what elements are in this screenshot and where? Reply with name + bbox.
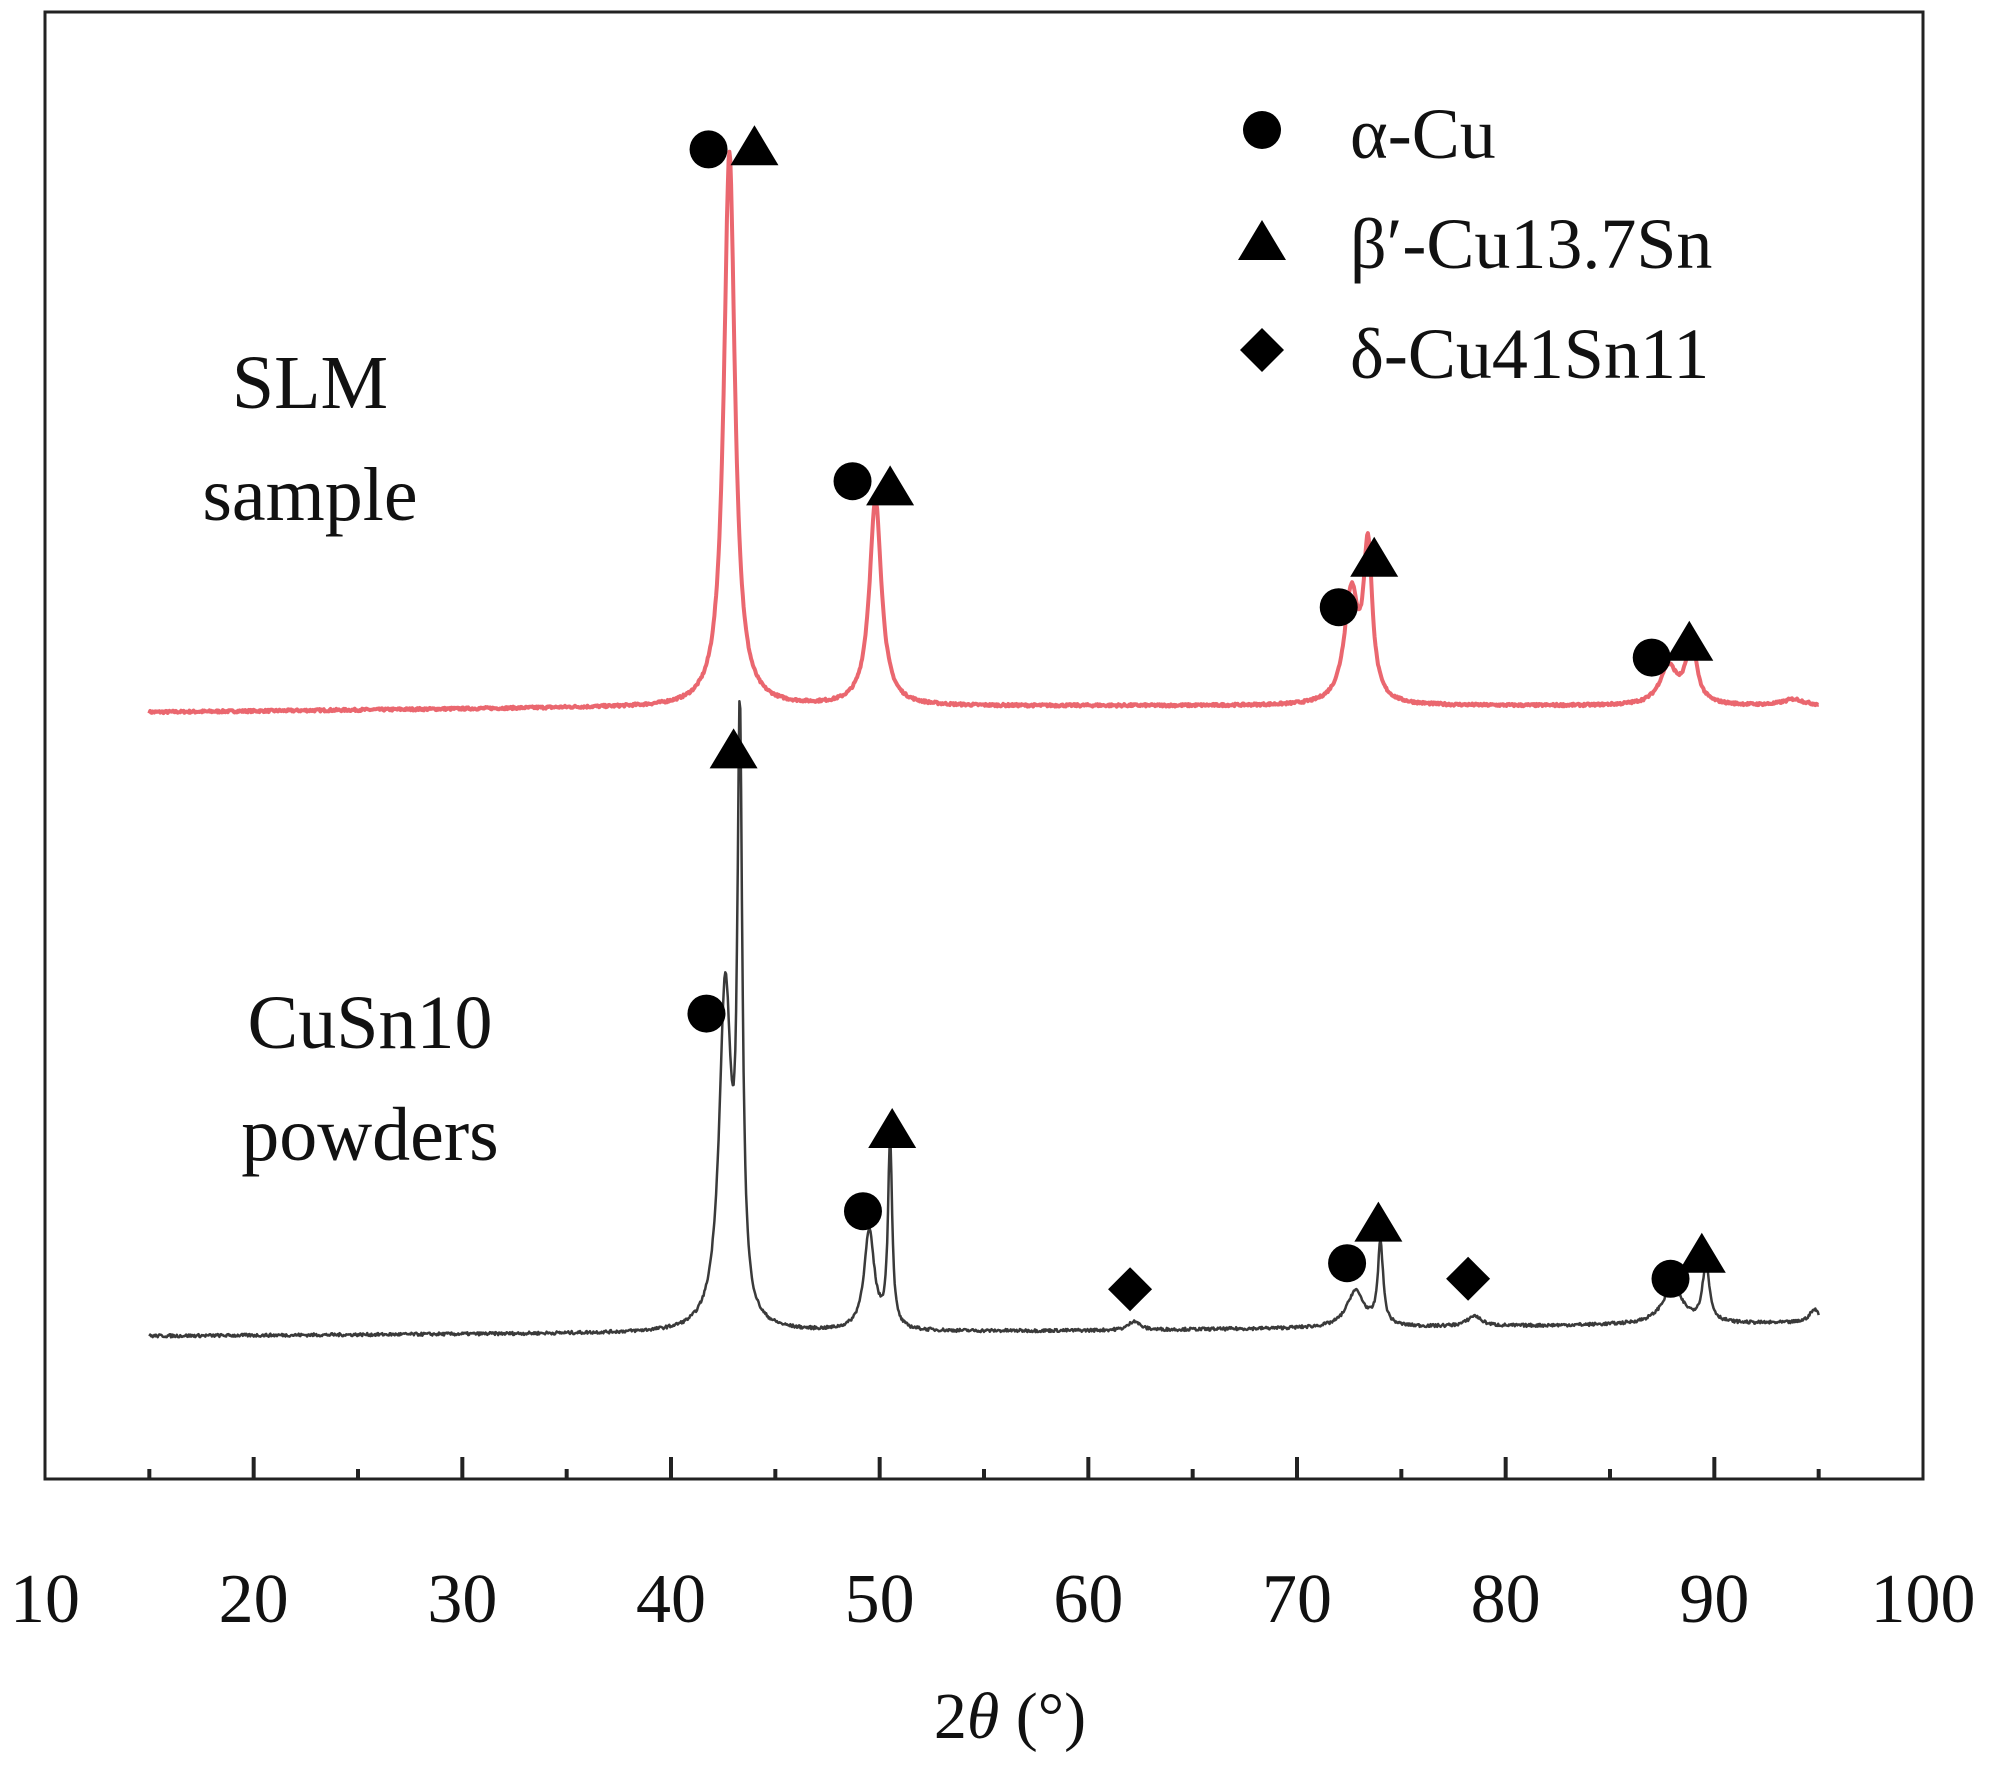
series-0-marker-2	[833, 462, 872, 501]
series-0-marker-4	[1319, 588, 1358, 627]
series-1-marker-4	[1108, 1267, 1153, 1312]
series-1-marker-9	[1677, 1232, 1726, 1273]
x-axis: 10 20 30 40 50 60 70 80 90 100	[10, 1457, 1976, 1638]
x-axis-title-symbol: θ	[967, 1680, 999, 1753]
legend-marker-1	[1238, 220, 1286, 260]
x-tick-label-10: 10	[10, 1561, 80, 1638]
series-1-marker-0	[709, 728, 758, 769]
x-tick-label-100: 100	[1871, 1561, 1976, 1638]
series-1-marker-3	[843, 1192, 882, 1231]
series-0-marker-7	[1665, 620, 1714, 661]
x-tick-label-60: 60	[1053, 1561, 1123, 1638]
series-layer	[147, 149, 1820, 1339]
series-1-marker-6	[1354, 1201, 1403, 1242]
x-tick-label-80: 80	[1471, 1561, 1541, 1638]
series-label-0-line-0: SLM	[232, 341, 388, 425]
series-1-marker-5	[1328, 1244, 1367, 1283]
legend-label-0: α-Cu	[1350, 94, 1496, 174]
x-tick-label-30: 30	[427, 1561, 497, 1638]
legend-marker-0	[1243, 111, 1281, 149]
series-line-1	[148, 699, 1820, 1339]
x-tick-label-20: 20	[219, 1561, 289, 1638]
series-1-marker-7	[1446, 1256, 1491, 1301]
series-label-1-line-0: CuSn10	[248, 981, 493, 1065]
x-tick-label-40: 40	[636, 1561, 706, 1638]
x-tick-label-70: 70	[1262, 1561, 1332, 1638]
series-0-marker-0	[689, 130, 728, 169]
series-label-1-line-1: powders	[241, 1093, 499, 1177]
x-tick-label-50: 50	[845, 1561, 915, 1638]
series-label-layer: SLM sample CuSn10 powders	[202, 341, 498, 1177]
x-axis-title-suffix: (°)	[999, 1680, 1086, 1753]
legend: α-Cu β′-Cu13.7Sn δ-Cu41Sn11	[1238, 94, 1712, 394]
x-axis-title: 2θ (°)	[934, 1680, 1086, 1753]
marker-layer	[687, 125, 1726, 1312]
x-axis-title-prefix: 2	[934, 1680, 967, 1753]
series-0-marker-5	[1350, 536, 1399, 577]
legend-marker-2	[1240, 328, 1284, 372]
x-tick-label-90: 90	[1679, 1561, 1749, 1638]
series-0-marker-3	[866, 465, 915, 506]
legend-label-1: β′-Cu13.7Sn	[1350, 204, 1712, 284]
series-1-marker-2	[868, 1108, 917, 1148]
series-label-0-line-1: sample	[202, 453, 417, 537]
series-line-0	[147, 149, 1820, 716]
series-0-marker-1	[730, 125, 779, 166]
series-1-marker-1	[687, 994, 726, 1033]
legend-label-2: δ-Cu41Sn11	[1350, 314, 1709, 394]
series-0-marker-6	[1632, 638, 1671, 677]
